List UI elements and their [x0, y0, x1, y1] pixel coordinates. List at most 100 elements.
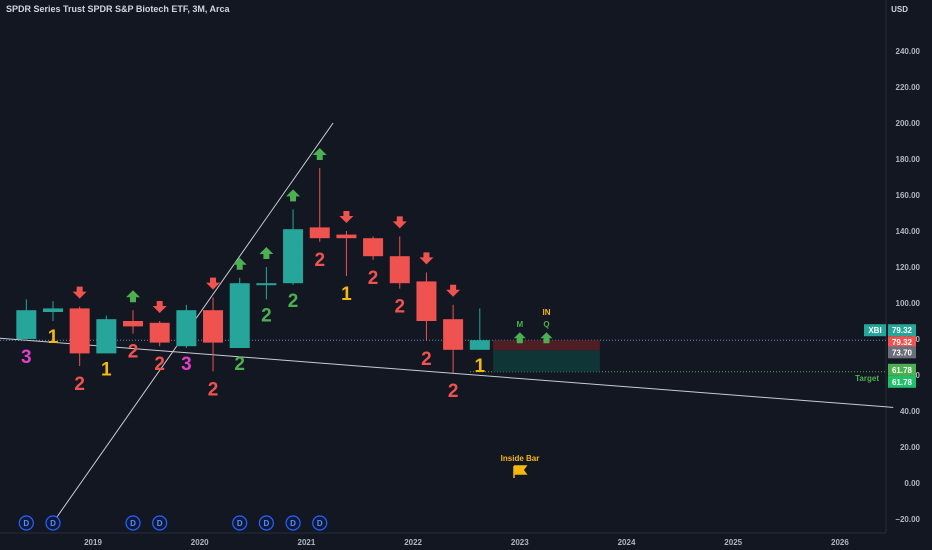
target-level-tag-2: 61.78	[892, 378, 913, 387]
dividend-marker-label: D	[263, 519, 269, 528]
dividend-marker	[125, 515, 141, 531]
strat-label: 1	[101, 359, 112, 380]
candle-body	[149, 322, 170, 343]
down-arrow-icon	[446, 284, 461, 297]
strat-label: 2	[208, 379, 219, 400]
x-tick-label: 2019	[84, 538, 102, 547]
y-tick-label: 120.00	[896, 263, 921, 272]
strat-label: 2	[154, 354, 165, 375]
x-tick-label: 2023	[511, 538, 529, 547]
candle-body	[256, 283, 277, 286]
dividend-marker	[232, 515, 248, 531]
x-tick-label: 2021	[298, 538, 316, 547]
in-signal-label: IN	[542, 308, 550, 317]
candle-body	[96, 319, 117, 354]
candle-body	[363, 238, 384, 257]
dividend-marker-label: D	[290, 519, 296, 528]
dividend-marker	[45, 515, 61, 531]
target-label: Target	[855, 374, 879, 383]
candle-body	[123, 321, 144, 327]
strat-label: 2	[368, 268, 379, 289]
strat-label: 1	[474, 356, 485, 377]
x-tick-label: 2025	[724, 538, 742, 547]
candle-body	[283, 229, 304, 284]
up-arrow-icon	[312, 148, 327, 160]
down-arrow-icon	[72, 286, 87, 299]
y-tick-label: 40.00	[900, 407, 921, 416]
symbol-tag: XBI	[868, 326, 881, 335]
candle-body	[389, 256, 410, 284]
dividend-marker-label: D	[317, 519, 323, 528]
y-tick-label: 160.00	[896, 191, 921, 200]
dividend-marker	[258, 515, 274, 531]
y-tick-label: 220.00	[896, 83, 921, 92]
symbol-tag-bg	[864, 324, 886, 337]
strat-label: 2	[261, 305, 272, 326]
inside-bar-flag-icon	[513, 465, 528, 478]
strat-label: 2	[394, 297, 405, 318]
strat-label: 2	[288, 291, 299, 312]
target-zone	[493, 350, 600, 372]
candle-body	[42, 308, 63, 312]
x-tick-label: 2022	[404, 538, 422, 547]
x-tick-label: 2024	[618, 538, 636, 547]
y-tick-label: 100.00	[896, 299, 921, 308]
candle-body	[443, 319, 464, 350]
current-price-tag: 79.32	[892, 326, 913, 335]
target-level-tag: 61.78	[892, 366, 913, 375]
strat-label: 1	[341, 284, 352, 305]
descending-trendline	[0, 337, 894, 408]
strat-label: 2	[128, 342, 139, 363]
up-arrow-icon	[232, 257, 247, 270]
dividend-marker	[312, 515, 328, 531]
m-signal-arrow-icon	[513, 332, 526, 344]
dividend-marker-label: D	[23, 519, 29, 528]
q-signal-label: Q	[543, 320, 549, 329]
target-level-tag-bg	[888, 363, 916, 376]
mid-level-tag-bg	[888, 346, 916, 359]
upper-level-tag-bg	[888, 336, 916, 349]
down-arrow-icon	[339, 211, 354, 223]
candle-body	[416, 281, 437, 321]
m-signal-label: M	[516, 320, 523, 329]
target-level-tag-2-bg	[888, 375, 916, 388]
up-arrow-icon	[126, 290, 141, 303]
candle-body	[309, 227, 330, 239]
y-tick-label: 200.00	[896, 119, 921, 128]
x-tick-label: 2026	[831, 538, 849, 547]
y-tick-label: 240.00	[896, 47, 921, 56]
resistance-zone	[493, 340, 600, 351]
candle-body	[229, 283, 250, 348]
candle-body	[176, 310, 197, 347]
dividend-marker	[285, 515, 301, 531]
q-signal-arrow-icon	[540, 332, 553, 344]
y-tick-label: 0.00	[904, 479, 920, 488]
down-arrow-icon	[392, 216, 407, 229]
dividend-marker-label: D	[50, 519, 56, 528]
y-tick-label: −20.00	[895, 515, 920, 524]
candle-body	[469, 340, 490, 350]
dividend-marker-label: D	[130, 519, 136, 528]
candle-body	[203, 310, 224, 343]
down-arrow-icon	[419, 252, 434, 265]
upper-level-tag: 79.32	[892, 338, 913, 347]
dividend-marker	[18, 515, 34, 531]
candle-body	[336, 234, 357, 239]
strat-label: 3	[181, 354, 192, 375]
up-arrow-icon	[259, 247, 274, 259]
y-tick-label: 20.00	[900, 443, 921, 452]
current-price-tag-bg	[888, 324, 916, 337]
candle-body	[69, 308, 90, 354]
mid-level-tag: 73.70	[892, 348, 913, 357]
x-tick-label: 2020	[191, 538, 209, 547]
strat-label: 2	[74, 374, 85, 395]
down-arrow-icon	[206, 277, 221, 290]
strat-label: 3	[21, 347, 32, 368]
up-arrow-icon	[286, 189, 301, 202]
inside-bar-label: Inside Bar	[501, 454, 540, 463]
dividend-marker	[152, 515, 168, 531]
currency-label: USD	[891, 5, 908, 14]
down-arrow-icon	[152, 301, 167, 313]
y-tick-label: 140.00	[896, 227, 921, 236]
